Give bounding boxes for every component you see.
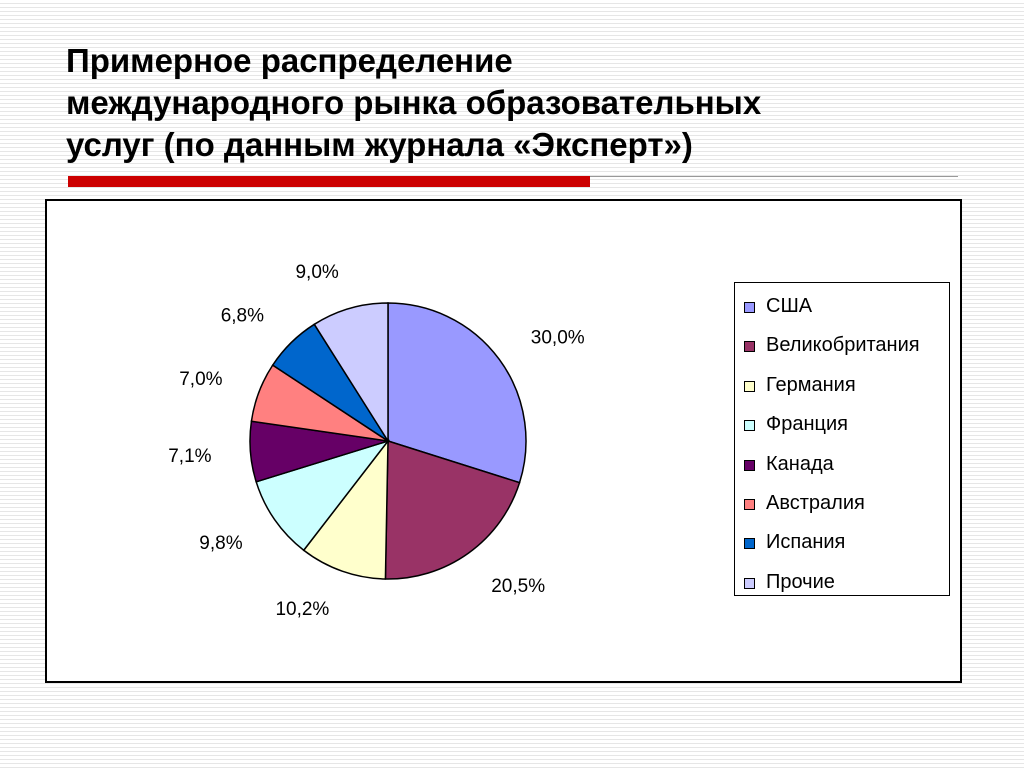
legend-swatch — [744, 577, 755, 589]
chart-area: 30,0% 20,5% 10,2% 9,8% 7,1% 7,0% 6,8% 9,0% США В… — [45, 199, 962, 683]
data-label-6: 6,8% — [221, 306, 264, 327]
legend-swatch — [744, 459, 755, 471]
legend-label: Испания — [766, 531, 846, 554]
legend-item: Испания — [735, 525, 949, 564]
title-underline-accent — [68, 176, 590, 187]
legend-label: Австралия — [766, 491, 865, 514]
data-label-4: 7,1% — [168, 446, 211, 467]
legend-label: США — [766, 295, 813, 317]
pie-slice-1 — [384, 439, 521, 580]
legend-swatch — [744, 420, 755, 432]
legend-label: Франция — [766, 413, 848, 436]
pie-data-labels: 30,0% 20,5% 10,2% 9,8% 7,1% 7,0% 6,8% 9,0% — [168, 262, 585, 620]
legend-item: США — [735, 289, 949, 328]
title-underline-rule — [590, 176, 958, 177]
legend-label: Канада — [766, 452, 834, 475]
data-label-7: 9,0% — [295, 262, 338, 283]
pie-slice-2 — [302, 438, 389, 580]
legend-swatch — [744, 538, 755, 550]
pie-chart: 30,0% 20,5% 10,2% 9,8% 7,1% 7,0% 6,8% 9,0% — [168, 262, 585, 620]
legend-swatch — [744, 380, 755, 392]
legend-item: Франция — [735, 407, 949, 446]
data-label-1: 20,5% — [491, 576, 545, 597]
data-label-0: 30,0% — [531, 327, 585, 348]
legend-item: Германия — [735, 368, 949, 407]
legend-label: Великобритания — [766, 334, 920, 357]
legend-swatch — [744, 341, 755, 353]
slide-title: Примерное распределение международного р… — [66, 42, 762, 163]
pie-slice-3 — [255, 439, 391, 552]
legend-swatch — [744, 498, 755, 510]
chart-legend: США Великобритания Германия Франция Канада Ав… — [734, 282, 950, 596]
pie-slices — [249, 302, 527, 580]
data-label-5: 7,0% — [179, 369, 222, 390]
legend-item: Великобритания — [735, 328, 949, 367]
data-label-3: 9,8% — [199, 533, 242, 554]
legend-label: Германия — [766, 373, 856, 396]
legend-item: Канада — [735, 447, 949, 486]
legend-item: Прочие — [735, 565, 949, 604]
pie-slice-0 — [387, 302, 527, 484]
legend-label: Прочие — [766, 570, 835, 593]
legend-swatch — [744, 302, 755, 313]
data-label-2: 10,2% — [275, 599, 329, 620]
legend-item: Австралия — [735, 486, 949, 525]
pie-slice-7 — [313, 302, 389, 444]
